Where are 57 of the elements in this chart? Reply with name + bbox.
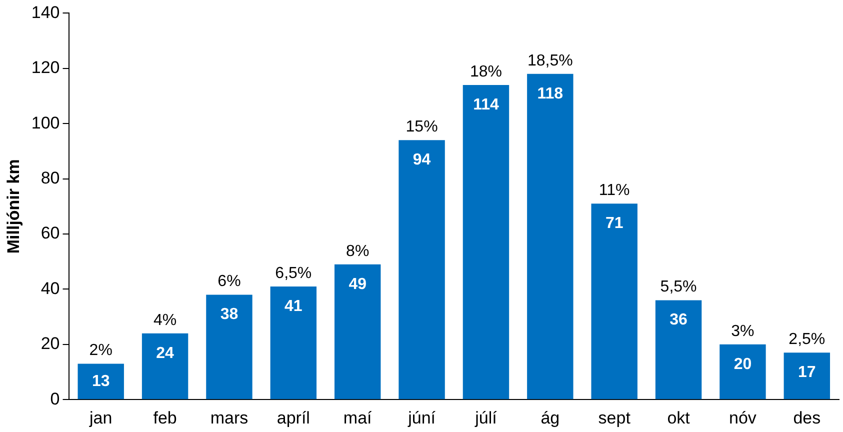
data-label: 17 bbox=[798, 364, 816, 382]
x-tick-label: jan bbox=[88, 408, 112, 428]
x-tick-label: ág bbox=[540, 408, 560, 428]
x-tick-label: sept bbox=[598, 408, 631, 428]
data-label: 114 bbox=[473, 96, 499, 114]
y-tick-label: 80 bbox=[40, 168, 60, 188]
x-tick-label: okt bbox=[667, 408, 690, 428]
x-tick-label: feb bbox=[153, 408, 177, 428]
bar bbox=[206, 294, 252, 400]
annotation: 5,5% bbox=[660, 278, 697, 296]
bar bbox=[784, 352, 830, 400]
annotation: 3% bbox=[731, 322, 754, 340]
x-tick-label: júlí bbox=[474, 408, 498, 428]
bar bbox=[591, 204, 638, 400]
x-tick-label: mars bbox=[210, 408, 248, 428]
annotation: 2% bbox=[89, 342, 112, 360]
y-tick-label: 20 bbox=[40, 334, 60, 354]
bar bbox=[720, 344, 766, 400]
bar bbox=[270, 286, 317, 400]
bar bbox=[78, 364, 124, 400]
annotation: 15% bbox=[406, 118, 438, 136]
data-label: 24 bbox=[156, 344, 174, 362]
data-label: 118 bbox=[537, 85, 564, 102]
x-tick-label: maí bbox=[343, 408, 372, 428]
data-label: 41 bbox=[284, 298, 302, 315]
data-label: 71 bbox=[605, 215, 624, 232]
data-label: 36 bbox=[670, 312, 688, 329]
x-tick-label: júní bbox=[407, 408, 436, 428]
data-label: 94 bbox=[412, 152, 431, 169]
bar bbox=[462, 84, 510, 400]
y-tick-label: 0 bbox=[50, 389, 60, 408]
bar bbox=[527, 74, 574, 400]
annotation: 4% bbox=[153, 312, 177, 329]
annotation: 6,5% bbox=[275, 264, 312, 282]
y-tick-label: 100 bbox=[31, 113, 60, 132]
y-tick-label: 140 bbox=[31, 2, 60, 22]
y-axis-title: Milljónir km bbox=[4, 159, 23, 254]
annotation: 18,5% bbox=[527, 52, 573, 70]
bar bbox=[142, 333, 188, 400]
bar bbox=[655, 300, 702, 400]
data-label: 13 bbox=[92, 372, 110, 390]
x-tick-label: des bbox=[793, 408, 821, 428]
y-tick-label: 40 bbox=[40, 278, 60, 298]
annotation: 11% bbox=[598, 182, 630, 200]
y-tick-label: 120 bbox=[31, 58, 60, 78]
data-label: 20 bbox=[734, 356, 752, 373]
annotation: 2,5% bbox=[788, 331, 826, 348]
data-label: 49 bbox=[348, 276, 367, 293]
x-tick-label: apríl bbox=[276, 408, 310, 428]
x-tick-label: nóv bbox=[729, 408, 757, 428]
annotation: 18% bbox=[470, 63, 502, 80]
bar bbox=[398, 140, 445, 400]
y-tick-label: 60 bbox=[40, 224, 60, 243]
bar bbox=[334, 264, 381, 400]
annotation: 8% bbox=[346, 242, 370, 260]
annotation: 6% bbox=[218, 273, 241, 290]
data-label: 38 bbox=[220, 306, 238, 324]
